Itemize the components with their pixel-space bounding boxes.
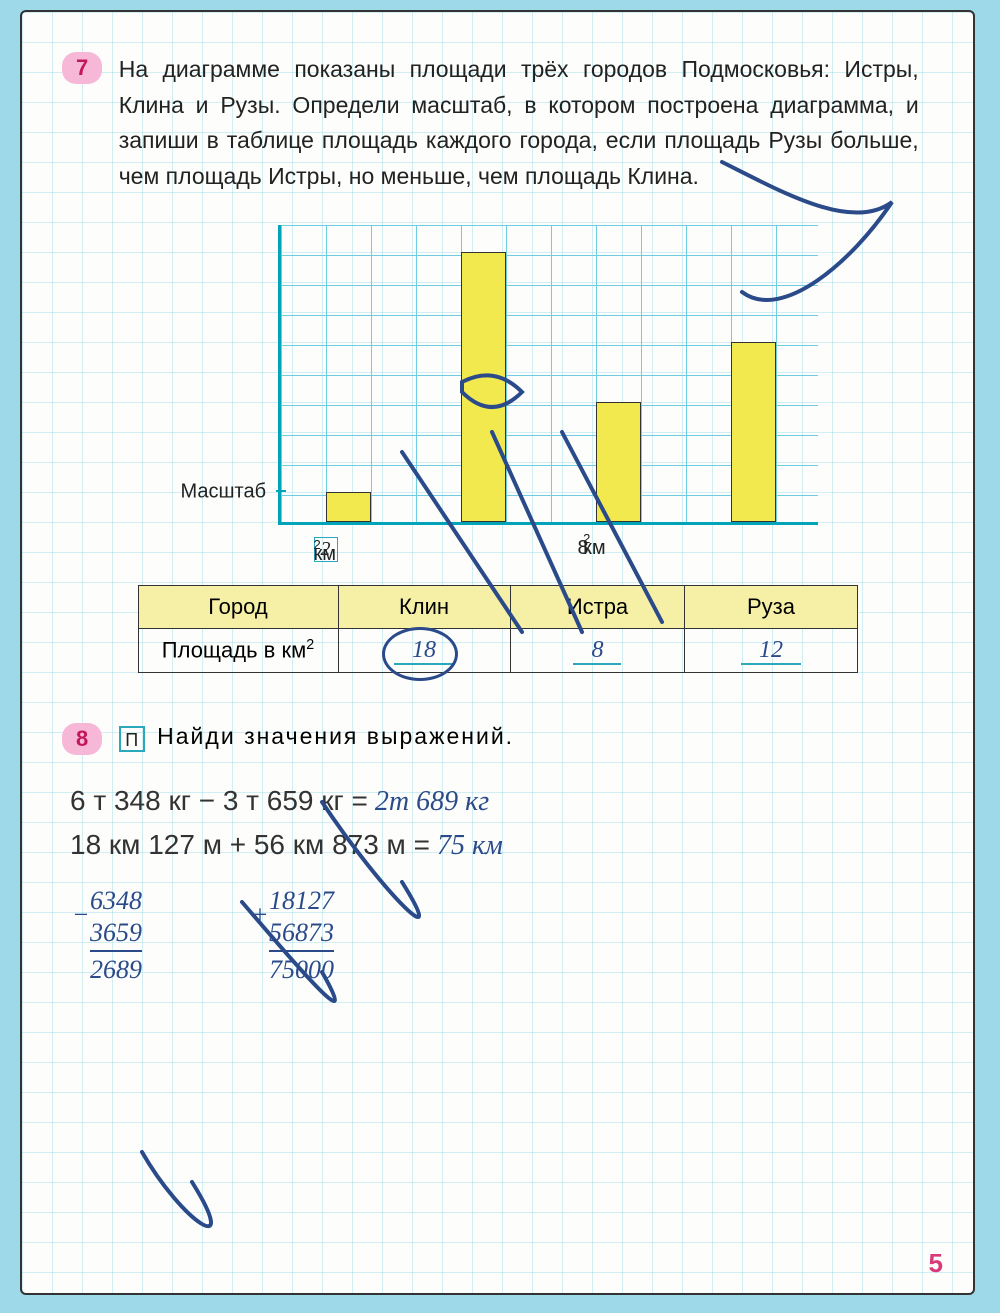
- row-label: Площадь в км2: [138, 628, 338, 672]
- calc-addition: + 18127 56873 75000: [269, 885, 334, 985]
- bar-ruza: [731, 342, 776, 522]
- calc-result: 75000: [269, 950, 334, 985]
- printed-expression: 6 т 348 кг − 3 т 659 кг =: [70, 785, 368, 816]
- city-area-table: Город Клин Истра Руза Площадь в км2 18 8…: [138, 585, 858, 673]
- chart-plot-area: Масштаб: [278, 225, 818, 525]
- scale-unit: км2: [314, 537, 321, 563]
- col-city: Город: [138, 585, 338, 628]
- calc-a: 6348: [90, 885, 142, 916]
- workbook-page: 7 На диаграмме показаны площади трёх гор…: [20, 10, 975, 1295]
- problem-number-badge: 8: [62, 723, 102, 755]
- scale-label: Масштаб: [181, 480, 267, 503]
- table-data-row: Площадь в км2 18 8 12: [138, 628, 857, 672]
- problem-number-badge: 7: [62, 52, 102, 84]
- handwritten-answer: 12: [741, 637, 801, 665]
- x-axis-labels: 2 км2 8 км2: [278, 525, 818, 565]
- scale-bar: [326, 492, 371, 522]
- scale-tick: [276, 490, 286, 492]
- answer-klin: 18: [338, 628, 510, 672]
- problem-text: На диаграмме показаны площади трёх город…: [119, 52, 919, 195]
- printed-expression: 18 км 127 м + 56 км 873 м =: [70, 829, 430, 860]
- col-ruza: Руза: [685, 585, 857, 628]
- expression-line-1: 6 т 348 кг − 3 т 659 кг = 2т 689 кг: [70, 779, 925, 823]
- minus-sign: −: [72, 899, 90, 930]
- problem-7: 7 На диаграмме показаны площади трёх гор…: [62, 52, 933, 673]
- handwritten-answer: 8: [573, 637, 621, 665]
- problem-text: Найди значения выражений.: [157, 723, 514, 749]
- calc-result: 2689: [90, 950, 142, 985]
- answer-istra: 8: [510, 628, 685, 672]
- handwritten-result: 75 км: [437, 830, 503, 861]
- plus-sign: +: [251, 899, 269, 930]
- p-marker: П: [119, 726, 145, 752]
- calc-b: 3659: [90, 917, 142, 948]
- axis-tick-label: 8 км2: [578, 531, 591, 557]
- answer-ruza: 12: [685, 628, 857, 672]
- expression-line-2: 18 км 127 м + 56 км 873 м = 75 км: [70, 823, 925, 867]
- bar-klin: [461, 252, 506, 522]
- table-header-row: Город Клин Истра Руза: [138, 585, 857, 628]
- handwritten-answer: 18: [394, 637, 454, 665]
- problem-8: 8 П Найди значения выражений. 6 т 348 кг…: [62, 723, 933, 989]
- column-calculations: − 6348 3659 2689 + 18127 56873 75000: [70, 885, 925, 985]
- handwritten-result: 2т 689 кг: [375, 786, 489, 817]
- page-number: 5: [929, 1248, 943, 1279]
- col-istra: Истра: [510, 585, 685, 628]
- calc-subtraction: − 6348 3659 2689: [90, 885, 142, 985]
- work-area: 6 т 348 кг − 3 т 659 кг = 2т 689 кг 18 к…: [62, 775, 933, 989]
- calc-a: 18127: [269, 885, 334, 916]
- col-klin: Клин: [338, 585, 510, 628]
- bar-istra: [596, 402, 641, 522]
- calc-b: 56873: [269, 917, 334, 948]
- bar-chart: Масштаб 2 км2 8 км2: [178, 225, 818, 565]
